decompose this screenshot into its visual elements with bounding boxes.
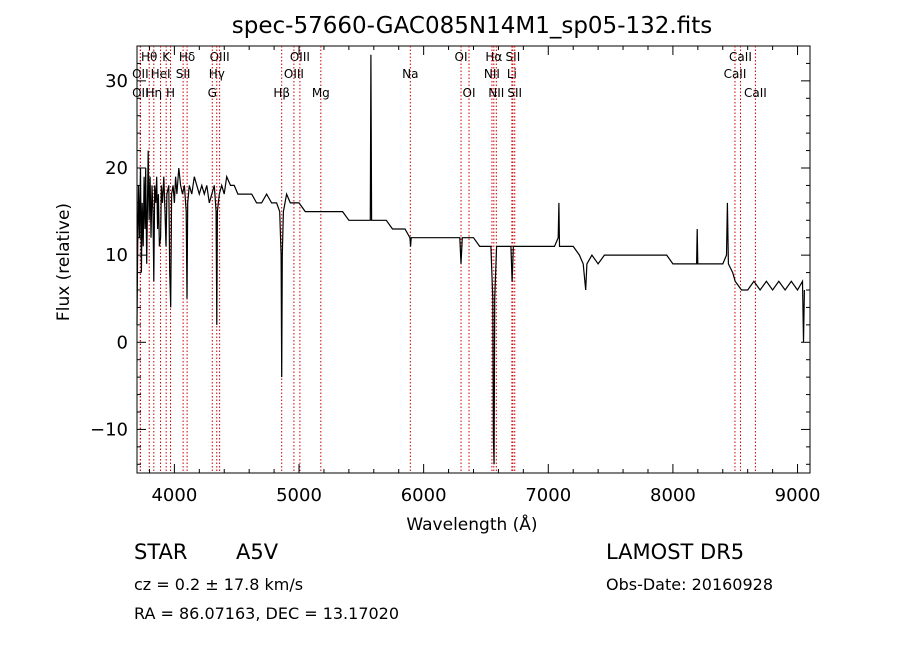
chart-title: spec-57660-GAC085N14M1_sp05-132.fits — [232, 13, 712, 39]
line-marker-label-10: Hγ — [209, 67, 225, 81]
line-marker-label-3: OII — [132, 86, 149, 100]
line-marker-label-11: G — [208, 86, 217, 100]
line-marker-label-9: OIII — [210, 50, 230, 64]
line-marker-label-18: OI — [463, 86, 476, 100]
line-marker-label-7: H — [166, 86, 175, 100]
line-marker-label-5: K — [162, 50, 171, 64]
plot-frame — [136, 45, 811, 474]
line-marker-label-0: Hθ — [141, 50, 157, 64]
line-marker-label-17: OI — [455, 50, 468, 64]
line-marker-label-8: Hδ — [179, 50, 195, 64]
y-tick-label-0: −10 — [90, 419, 128, 440]
line-marker-label-21: NII — [484, 67, 500, 81]
x-tick-label-4: 8000 — [650, 485, 696, 506]
y-tick-label-3: 20 — [105, 158, 128, 179]
x-axis-label: Wavelength (Å) — [406, 513, 537, 535]
x-tick-label-5: 9000 — [775, 485, 821, 506]
axis-ticks: 4000 5000 6000 7000 8000 9000 −10 0 10 20 30 — [90, 45, 821, 506]
line-marker-label-20: SII — [506, 50, 521, 64]
x-tick-label-2: 6000 — [401, 485, 447, 506]
line-marker-label-15: Mg — [312, 86, 330, 100]
line-marker-label-19: Hα — [485, 50, 502, 64]
line-marker-label-6: SII — [176, 67, 191, 81]
line-marker-label-13: OIII — [284, 67, 304, 81]
x-tick-label-0: 4000 — [151, 485, 197, 506]
y-axis-label: Flux (relative) — [54, 203, 74, 321]
y-tick-label-4: 30 — [105, 71, 128, 92]
line-marker-label-26: CaII — [724, 67, 747, 81]
line-marker-label-12: OIII — [290, 50, 310, 64]
spectral-subclass: A5V — [236, 540, 279, 564]
spectrum-line — [136, 54, 805, 465]
line-marker-label-22: Li — [507, 67, 517, 81]
survey-name: LAMOST DR5 — [606, 540, 744, 564]
line-marker-label-27: CaII — [744, 86, 767, 100]
x-tick-label-1: 5000 — [276, 485, 322, 506]
line-marker-label-25: CaII — [729, 50, 752, 64]
y-tick-label-2: 10 — [105, 245, 128, 266]
line-marker-label-23: NII — [488, 86, 504, 100]
line-marker-label-16: Na — [402, 67, 418, 81]
line-marker-label-14: Hβ — [273, 86, 290, 100]
line-marker-label-24: SII — [507, 86, 522, 100]
redshift-readout: cz = 0.2 ± 17.8 km/s — [134, 575, 303, 594]
coordinates-readout: RA = 86.07163, DEC = 13.17020 — [134, 604, 399, 623]
line-marker-label-2: HeI — [151, 67, 171, 81]
y-tick-label-1: 0 — [117, 332, 128, 353]
line-marker-label-4: Hη — [146, 86, 163, 100]
obs-date: Obs-Date: 20160928 — [606, 575, 773, 594]
object-type: STAR — [134, 540, 187, 564]
x-tick-label-3: 7000 — [525, 485, 571, 506]
